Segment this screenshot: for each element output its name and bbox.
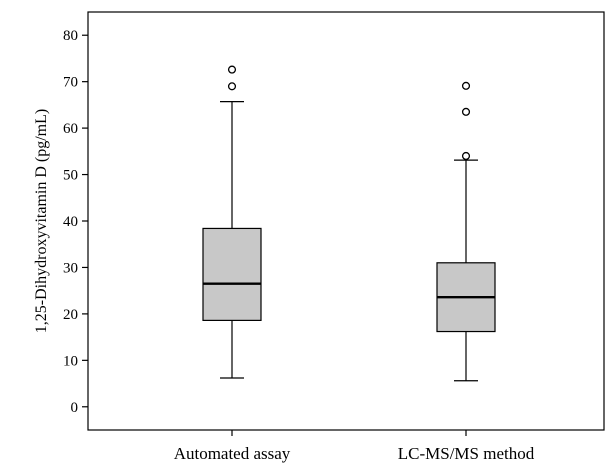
box-group [436, 81, 496, 382]
iqr-box [202, 227, 262, 321]
x-category-label: LC-MS/MS method [398, 444, 535, 463]
x-category-label: Automated assay [174, 444, 291, 463]
x-axis: Automated assay LC-MS/MS method [174, 430, 535, 463]
y-tick-label: 10 [63, 353, 78, 369]
y-tick-label: 40 [63, 214, 78, 230]
y-tick-label: 60 [63, 121, 78, 137]
y-tick-label: 50 [63, 168, 78, 184]
box-group [202, 65, 262, 379]
outlier-point [227, 65, 237, 74]
outlier-point [461, 151, 471, 161]
y-axis: 0 10 20 30 40 50 60 70 80 [63, 28, 88, 416]
outlier-point [461, 107, 471, 116]
outlier-point [461, 81, 471, 90]
y-tick-label: 20 [63, 307, 78, 323]
y-tick-label: 0 [71, 400, 79, 416]
plot-frame [87, 11, 605, 431]
y-axis-title: 1,25-Dihydroxyvitamin D (pg/mL) [33, 109, 50, 333]
box-series [202, 65, 496, 382]
y-tick-label: 30 [63, 260, 78, 276]
y-tick-label: 70 [63, 75, 78, 91]
outlier-point [227, 82, 237, 91]
y-tick-label: 80 [63, 28, 78, 44]
